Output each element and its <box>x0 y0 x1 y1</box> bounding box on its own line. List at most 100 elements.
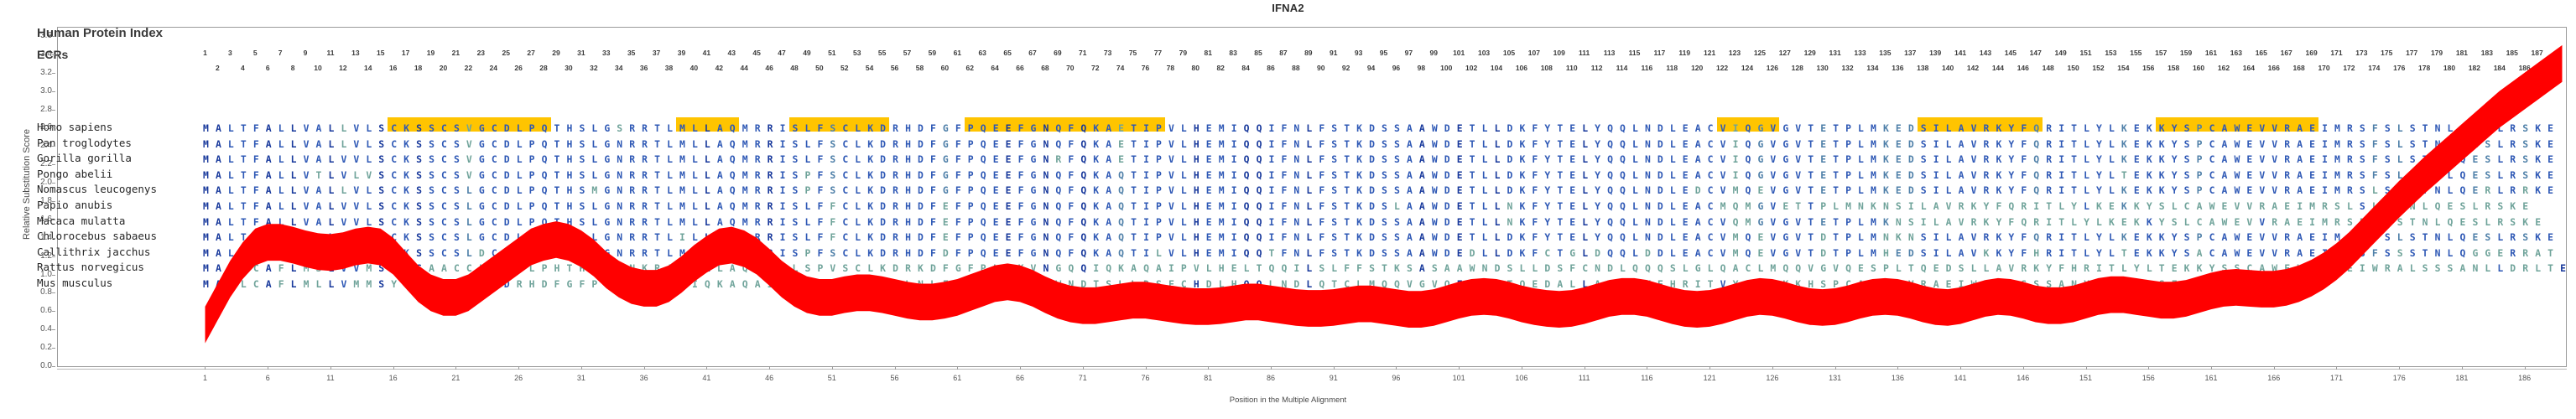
position-tick-label: 178 <box>2418 64 2431 72</box>
position-tick-label: 77 <box>1153 49 1163 57</box>
position-tick-label: 123 <box>1728 49 1741 57</box>
position-tick-label: 167 <box>2280 49 2292 57</box>
position-tick-label: 3 <box>227 49 232 57</box>
position-tick-label: 139 <box>1929 49 1942 57</box>
species-label: Pongo abelii <box>37 167 113 180</box>
x-tick-label: 126 <box>1766 374 1779 382</box>
position-tick-label: 124 <box>1741 64 1754 72</box>
position-tick-label: 95 <box>1379 49 1388 57</box>
position-tick-label: 97 <box>1404 49 1413 57</box>
position-tick-label: 86 <box>1267 64 1275 72</box>
y-tick-mark <box>52 329 55 331</box>
x-axis-line-secondary <box>57 369 2567 370</box>
position-tick-label: 13 <box>351 49 360 57</box>
position-tick-label: 81 <box>1204 49 1212 57</box>
position-tick-label: 183 <box>2480 49 2493 57</box>
position-tick-label: 5 <box>252 49 258 57</box>
position-tick-label: 156 <box>2142 64 2155 72</box>
y-tick-label: 0.2 <box>40 343 52 353</box>
position-tick-label: 67 <box>1028 49 1037 57</box>
position-tick-label: 14 <box>364 64 372 72</box>
x-tick-mark <box>330 366 331 370</box>
position-tick-label: 100 <box>1440 64 1453 72</box>
position-tick-label: 78 <box>1166 64 1175 72</box>
position-tick-label: 33 <box>602 49 611 57</box>
position-tick-label: 50 <box>815 64 824 72</box>
position-tick-label: 61 <box>953 49 962 57</box>
position-tick-label: 140 <box>1942 64 1954 72</box>
position-tick-label: 60 <box>940 64 950 72</box>
position-tick-label: 91 <box>1329 49 1338 57</box>
position-tick-label: 55 <box>877 49 887 57</box>
position-tick-label: 94 <box>1366 64 1376 72</box>
position-tick-label: 144 <box>1991 64 2004 72</box>
position-tick-label: 119 <box>1678 49 1691 57</box>
position-tick-label: 164 <box>2242 64 2255 72</box>
position-tick-label: 132 <box>1841 64 1854 72</box>
position-tick-label: 138 <box>1917 64 1929 72</box>
x-tick-label: 21 <box>451 374 461 382</box>
position-tick-label: 179 <box>2430 49 2443 57</box>
position-tick-label: 106 <box>1515 64 1527 72</box>
position-tick-label: 8 <box>290 64 295 72</box>
position-tick-label: 134 <box>1866 64 1879 72</box>
position-tick-label: 153 <box>2105 49 2117 57</box>
y-tick-label: 0.0 <box>40 361 52 370</box>
x-tick-mark <box>518 366 520 370</box>
position-tick-label: 128 <box>1791 64 1803 72</box>
position-tick-label: 42 <box>715 64 724 72</box>
position-tick-label: 184 <box>2493 64 2506 72</box>
y-tick-label: 2.4 <box>40 141 52 151</box>
position-tick-label: 25 <box>502 49 510 57</box>
position-tick-label: 163 <box>2230 49 2242 57</box>
position-tick-label: 40 <box>690 64 699 72</box>
y-tick-mark <box>52 54 55 55</box>
position-tick-label: 180 <box>2443 64 2456 72</box>
x-tick-mark <box>393 366 394 370</box>
x-tick-mark <box>1145 366 1147 370</box>
species-label: Macaca mulatta <box>37 214 126 227</box>
x-tick-label: 26 <box>514 374 523 382</box>
x-tick-label: 151 <box>2079 374 2093 382</box>
position-tick-label: 22 <box>464 64 473 72</box>
position-tick-label: 29 <box>552 49 560 57</box>
position-tick-label: 72 <box>1090 64 1100 72</box>
position-tick-label: 85 <box>1254 49 1262 57</box>
x-tick-mark <box>205 366 206 370</box>
position-tick-label: 16 <box>388 64 398 72</box>
position-tick-label: 35 <box>627 49 636 57</box>
x-tick-mark <box>2336 366 2338 370</box>
x-tick-mark <box>1834 366 1836 370</box>
position-tick-label: 83 <box>1229 49 1237 57</box>
y-tick-label: 2.6 <box>40 122 52 132</box>
position-tick-label: 20 <box>439 64 448 72</box>
position-tick-label: 102 <box>1465 64 1478 72</box>
x-tick-label: 91 <box>1329 374 1338 382</box>
position-tick-label: 120 <box>1691 64 1704 72</box>
page-title: IFNA2 <box>1272 2 1304 14</box>
x-tick-mark <box>894 366 896 370</box>
x-tick-label: 46 <box>765 374 774 382</box>
position-tick-label: 172 <box>2343 64 2355 72</box>
position-tick-label: 168 <box>2292 64 2305 72</box>
position-tick-label: 151 <box>2079 49 2092 57</box>
position-tick-label: 75 <box>1128 49 1137 57</box>
x-tick-label: 116 <box>1641 374 1653 382</box>
x-tick-label: 6 <box>265 374 270 382</box>
position-tick-label: 170 <box>2318 64 2330 72</box>
species-label: Mus musculus <box>37 277 113 289</box>
position-tick-label: 107 <box>1527 49 1540 57</box>
x-tick-label: 36 <box>639 374 648 382</box>
x-tick-label: 106 <box>1515 374 1528 382</box>
position-tick-label: 31 <box>577 49 585 57</box>
position-tick-label: 11 <box>326 49 335 57</box>
position-tick-label: 142 <box>1966 64 1980 72</box>
x-tick-mark <box>1960 366 1962 370</box>
y-tick-label: 1.6 <box>40 214 52 224</box>
position-tick-label: 17 <box>401 49 410 57</box>
position-tick-label: 80 <box>1191 64 1200 72</box>
